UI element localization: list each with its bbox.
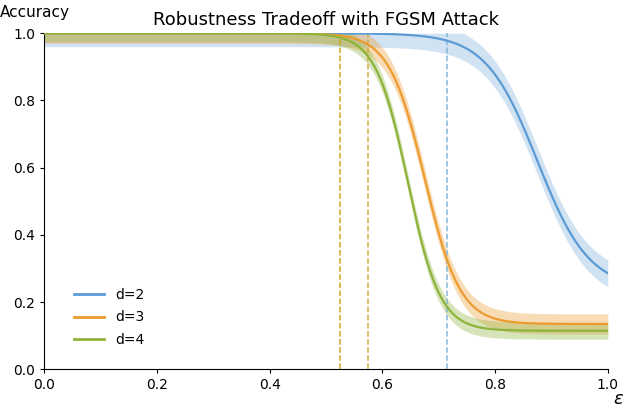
d=2 xyxy=(41,31,48,36)
Line: d=2: d=2 xyxy=(45,33,608,273)
d=4 xyxy=(41,31,48,36)
d=4 xyxy=(480,325,487,330)
d=2 xyxy=(269,31,276,36)
d=4 xyxy=(490,327,497,332)
d=2 xyxy=(480,59,487,64)
d=2 xyxy=(98,31,106,36)
d=3 xyxy=(490,316,497,321)
d=2 xyxy=(604,271,612,276)
d=4 xyxy=(98,31,106,36)
d=3 xyxy=(428,203,435,208)
d=2 xyxy=(428,35,435,40)
d=3 xyxy=(41,31,48,36)
d=3 xyxy=(98,31,106,36)
Text: Accuracy: Accuracy xyxy=(0,5,70,20)
d=4 xyxy=(604,328,612,333)
Line: d=4: d=4 xyxy=(45,33,608,331)
d=3 xyxy=(480,311,487,316)
d=3 xyxy=(289,31,296,36)
d=2 xyxy=(490,70,497,75)
Line: d=3: d=3 xyxy=(45,33,608,324)
d=3 xyxy=(604,321,612,326)
d=3 xyxy=(269,31,276,36)
Text: ε: ε xyxy=(614,390,623,407)
d=4 xyxy=(428,272,435,277)
d=2 xyxy=(289,31,296,36)
Legend: d=2, d=3, d=4: d=2, d=3, d=4 xyxy=(68,283,150,352)
d=4 xyxy=(269,31,276,36)
d=4 xyxy=(289,31,296,36)
Title: Robustness Tradeoff with FGSM Attack: Robustness Tradeoff with FGSM Attack xyxy=(153,11,499,29)
